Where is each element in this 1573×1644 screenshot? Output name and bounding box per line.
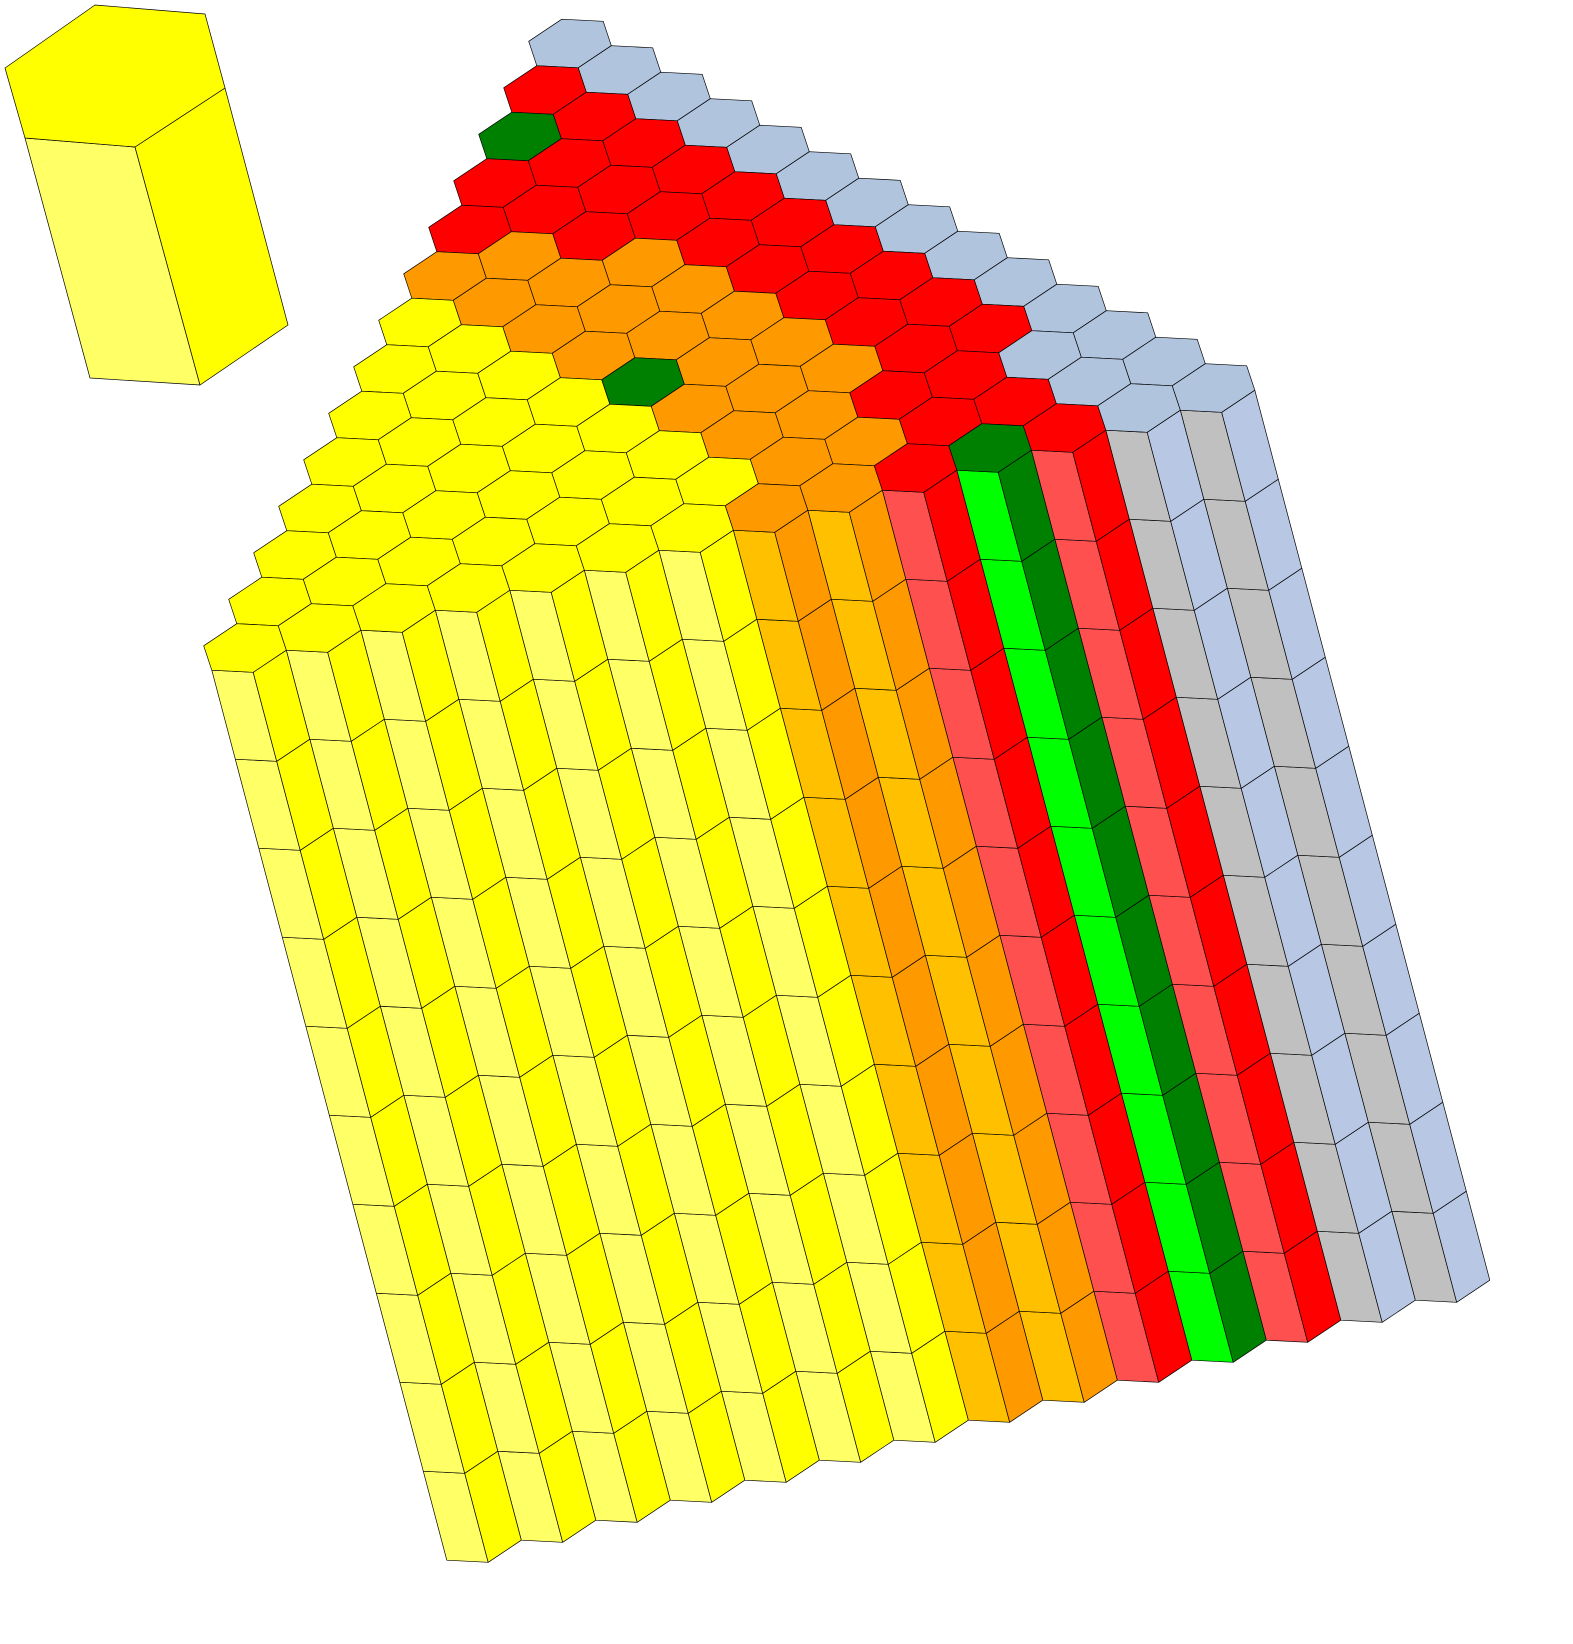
fuel-column bbox=[724, 483, 1044, 1423]
single-prism bbox=[4, 4, 289, 386]
fuel-column bbox=[1022, 403, 1342, 1343]
core-sector bbox=[203, 18, 1491, 1563]
fuel-column bbox=[501, 543, 820, 1483]
fuel-column bbox=[352, 583, 671, 1523]
fuel-column bbox=[650, 503, 969, 1443]
fuel-column bbox=[277, 603, 597, 1543]
fuel-column bbox=[426, 563, 746, 1503]
fuel-column bbox=[948, 423, 1267, 1363]
fuel-column bbox=[1171, 363, 1491, 1303]
fuel-column bbox=[1097, 383, 1416, 1323]
prism-top bbox=[4, 4, 226, 148]
fuel-column bbox=[799, 463, 1118, 1403]
column-top bbox=[203, 623, 287, 673]
fuel-column bbox=[203, 623, 522, 1563]
fuel-column bbox=[575, 523, 895, 1463]
fuel-column bbox=[873, 443, 1193, 1383]
